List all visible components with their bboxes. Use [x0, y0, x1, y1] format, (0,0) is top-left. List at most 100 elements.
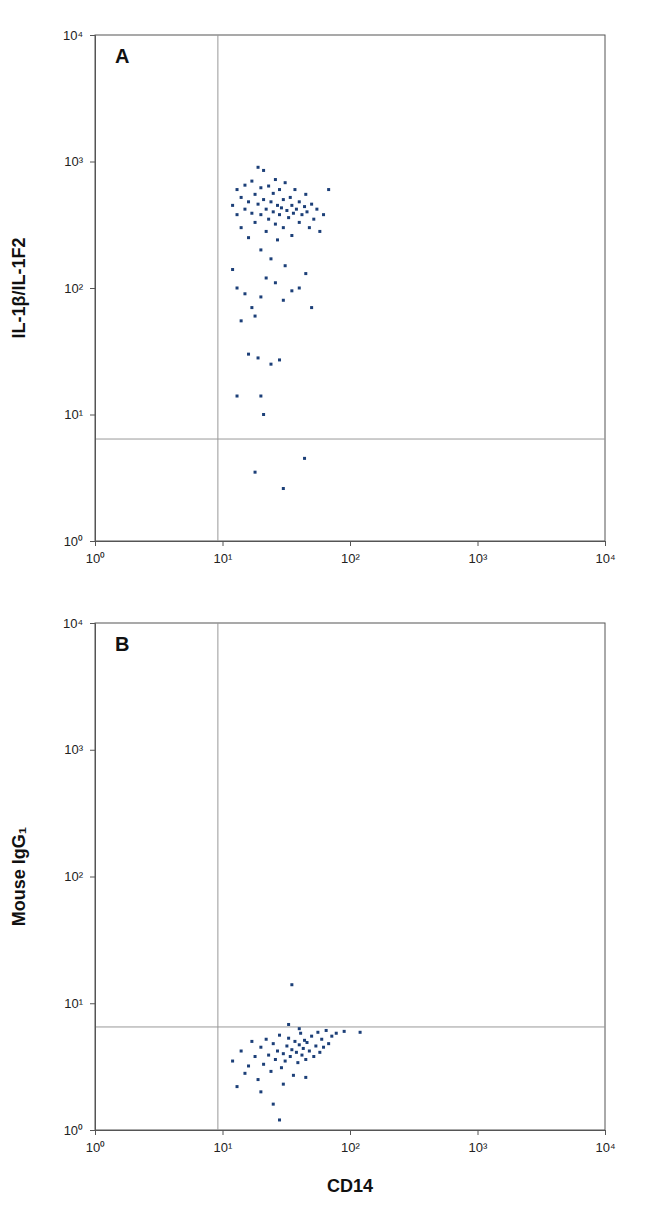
- point: [278, 358, 281, 361]
- point: [295, 208, 298, 211]
- point: [276, 238, 279, 241]
- point: [304, 193, 307, 196]
- point: [284, 181, 287, 184]
- point: [290, 289, 293, 292]
- point: [287, 1037, 290, 1040]
- point: [243, 292, 246, 295]
- point: [282, 299, 285, 302]
- point: [304, 272, 307, 275]
- x-tick-label: 10³: [469, 551, 488, 566]
- point: [250, 180, 253, 183]
- y-tick-mark: [90, 877, 95, 878]
- y-tick-mark: [90, 623, 95, 624]
- point: [302, 1047, 305, 1050]
- x-tick-label: 10²: [341, 1140, 360, 1155]
- plot-frame: [95, 35, 605, 541]
- point: [318, 230, 321, 233]
- point: [335, 1032, 338, 1035]
- point: [262, 169, 265, 172]
- point: [240, 1050, 243, 1053]
- point: [257, 203, 260, 206]
- point: [308, 1050, 311, 1053]
- gate-line: [95, 1026, 605, 1027]
- point: [274, 1058, 277, 1061]
- x-tick-mark: [605, 1130, 606, 1135]
- gate-line: [217, 35, 218, 541]
- point: [236, 1085, 239, 1088]
- y-axis-title: IL-1β/IL-1F2: [9, 238, 29, 339]
- x-axis: 10⁰10¹10²10³10⁴: [86, 1130, 616, 1155]
- point: [304, 1058, 307, 1061]
- point: [259, 186, 262, 189]
- point: [290, 234, 293, 237]
- y-tick-label: 10⁴: [63, 616, 83, 631]
- point: [290, 204, 293, 207]
- y-tick-mark: [90, 541, 95, 542]
- point: [231, 268, 234, 271]
- point: [236, 287, 239, 290]
- x-tick-mark: [605, 541, 606, 546]
- point: [278, 188, 281, 191]
- point: [250, 306, 253, 309]
- y-tick-label: 10⁴: [63, 28, 83, 43]
- x-tick-mark: [350, 541, 351, 546]
- x-axis-line: [96, 542, 606, 547]
- x-tick: 10⁰: [86, 1130, 105, 1155]
- point: [278, 1118, 281, 1121]
- x-tick-label: 10⁴: [595, 551, 615, 566]
- point: [296, 1061, 299, 1064]
- x-tick: 10⁴: [595, 1130, 615, 1155]
- point: [282, 1052, 285, 1055]
- point: [330, 1035, 333, 1038]
- x-tick: 10⁰: [86, 541, 105, 566]
- point: [292, 212, 295, 215]
- point: [269, 363, 272, 366]
- y-tick-mark: [90, 1003, 95, 1004]
- point: [343, 1030, 346, 1033]
- point: [293, 188, 296, 191]
- x-tick: 10³: [469, 541, 488, 566]
- x-tick: 10⁴: [595, 541, 615, 566]
- y-axis-line: [90, 624, 96, 1131]
- point: [250, 1040, 253, 1043]
- point: [298, 221, 301, 224]
- x-tick-mark: [478, 541, 479, 546]
- point: [318, 1051, 321, 1054]
- point: [315, 208, 318, 211]
- point: [327, 1042, 330, 1045]
- point: [243, 184, 246, 187]
- point: [320, 1038, 323, 1041]
- point: [269, 200, 272, 203]
- point: [236, 188, 239, 191]
- plot-frame: [95, 623, 605, 1130]
- x-tick: 10³: [469, 1130, 488, 1155]
- point: [231, 204, 234, 207]
- gate-line: [217, 623, 218, 1130]
- point: [298, 1043, 301, 1046]
- y-tick-mark: [90, 162, 95, 163]
- point: [310, 1035, 313, 1038]
- x-tick-mark: [350, 1130, 351, 1135]
- y-tick-label: 10¹: [64, 407, 83, 422]
- point: [250, 212, 253, 215]
- y-tick: 10¹: [64, 407, 95, 422]
- y-tick-label: 10⁰: [64, 534, 83, 549]
- point: [240, 226, 243, 229]
- x-axis: 10⁰ 10¹ 10² 10³ 10⁴: [86, 541, 616, 566]
- x-tick: 10¹: [214, 541, 233, 566]
- point: [272, 192, 275, 195]
- point: [243, 1072, 246, 1075]
- point: [247, 200, 250, 203]
- y-axis: 10⁰10¹10²10³10⁴: [63, 616, 95, 1138]
- x-tick-label: 10²: [341, 551, 360, 566]
- y-tick: 10¹: [64, 996, 95, 1011]
- point: [262, 198, 265, 201]
- y-tick: 10⁰: [64, 1123, 95, 1138]
- point: [265, 208, 268, 211]
- point: [306, 210, 309, 213]
- point: [272, 1042, 275, 1045]
- point: [303, 205, 306, 208]
- x-tick: 10²: [341, 1130, 360, 1155]
- point: [299, 1032, 302, 1035]
- point: [262, 1063, 265, 1066]
